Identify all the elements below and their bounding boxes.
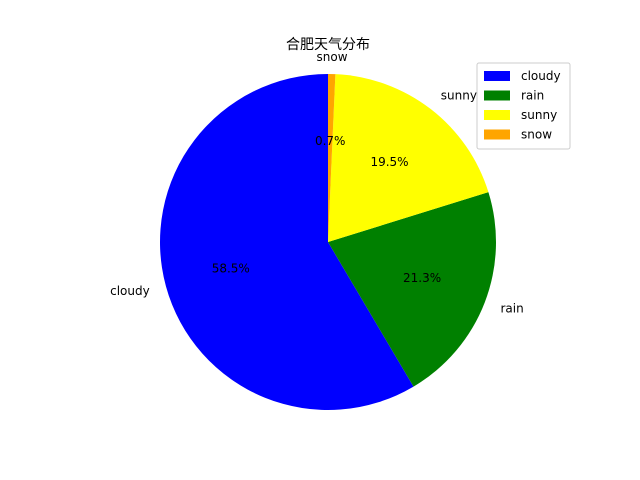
slice-percent-sunny: 19.5% — [370, 155, 408, 169]
pie-slice-rain — [328, 192, 496, 387]
pie-slices — [160, 74, 496, 410]
pie-slice-sunny — [328, 74, 489, 242]
legend: cloudy rain sunny snow — [476, 62, 571, 150]
legend-label-sunny: sunny — [521, 108, 557, 122]
slice-percent-labels: 58.5% 21.3% 19.5% 0.7% — [212, 134, 441, 285]
slice-label-rain: rain — [500, 301, 523, 315]
legend-frame — [476, 62, 571, 150]
legend-swatch-sunny — [484, 110, 510, 120]
chart-title: 合肥天气分布 — [286, 37, 370, 53]
pie-slice-cloudy — [160, 74, 414, 410]
legend-swatch-rain — [484, 90, 510, 101]
pie-slice-snow — [328, 74, 336, 242]
legend-label-snow: snow — [521, 128, 552, 142]
legend-swatch-snow — [484, 129, 510, 140]
legend-swatch-cloudy — [484, 71, 510, 81]
slice-percent-cloudy: 58.5% — [212, 262, 250, 276]
slice-labels: cloudy rain sunny snow — [110, 50, 524, 315]
slice-label-cloudy: cloudy — [110, 284, 150, 298]
slice-label-snow: snow — [317, 50, 348, 64]
slice-percent-rain: 21.3% — [403, 271, 441, 285]
slice-label-sunny: sunny — [441, 89, 477, 103]
legend-label-cloudy: cloudy — [521, 69, 561, 83]
legend-label-rain: rain — [521, 89, 544, 103]
slice-percent-snow: 0.7% — [315, 134, 346, 148]
